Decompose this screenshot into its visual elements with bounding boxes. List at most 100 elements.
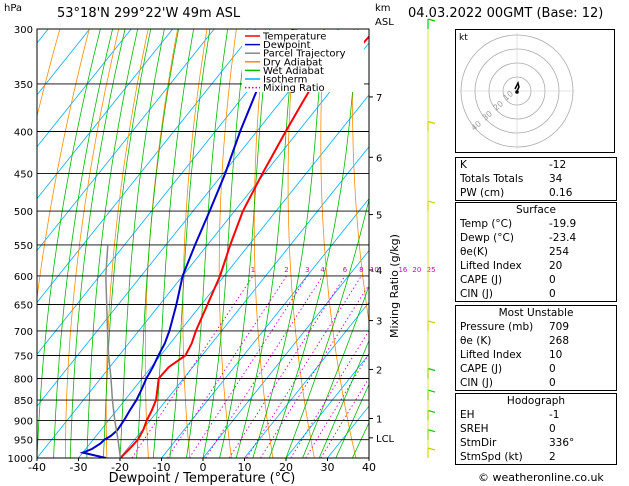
dry-adiabat-line: [320, 29, 357, 458]
pressure-tick-label: 650: [14, 301, 33, 312]
most-unstable-label: CIN (J): [460, 377, 493, 389]
surface-row: Dewp (°C) -23.4: [456, 231, 616, 245]
parcel-trajectory-line: [105, 244, 122, 458]
surface-value: 254: [549, 246, 570, 258]
temperature-tick-label: 30: [321, 461, 335, 474]
km-tick-label: LCL: [376, 434, 395, 445]
most-unstable-value: 709: [549, 321, 570, 333]
mixing-ratio-axis-title: Mixing Ratio (g/kg): [388, 234, 401, 338]
mixing-ratio-label: 16: [398, 266, 407, 274]
most-unstable-value: 10: [549, 349, 563, 361]
most-unstable-value: 0: [549, 377, 556, 389]
wind-barb-flag: [427, 389, 436, 393]
mixing-ratio-line: [260, 283, 369, 458]
wet-adiabat-line: [53, 29, 113, 458]
temperature-tick-label: 0: [200, 461, 207, 474]
mixing-ratio-label: 20: [412, 266, 421, 274]
surface-value: 20: [549, 260, 563, 272]
km-tick-label: 3: [376, 317, 382, 328]
pressure-tick-label: 900: [14, 416, 33, 427]
temperature-tick-label: 20: [279, 461, 293, 474]
isotherm-line: [37, 29, 215, 252]
hodograph-table-title: Hodograph: [506, 395, 566, 407]
hodograph-label: StmSpd (kt): [460, 451, 523, 463]
hodograph-value: 0: [549, 423, 556, 435]
most-unstable-label: CAPE (J): [460, 363, 503, 375]
wet-adiabat-line: [318, 339, 369, 458]
index-label: K: [460, 159, 467, 171]
index-value: 0.16: [549, 187, 573, 199]
surface-value: -19.9: [549, 218, 577, 230]
surface-label: Dewp (°C): [460, 232, 514, 244]
isotherm-line: [285, 353, 369, 458]
index-value: -12: [549, 159, 567, 171]
temperature-tick-label: -40: [28, 461, 46, 474]
surface-row: Temp (°C) -19.9: [456, 217, 616, 231]
surface-value: 0: [549, 274, 556, 286]
mixing-ratio-label: 8: [359, 266, 363, 274]
legend-label: Mixing Ratio: [263, 83, 325, 94]
index-label: PW (cm): [460, 187, 505, 199]
hodograph: kt 10 20 30 40: [455, 29, 615, 153]
pressure-tick-label: 300: [14, 25, 33, 36]
pressure-unit: hPa: [4, 3, 23, 14]
km-tick-label: 4: [376, 266, 382, 277]
legend-label: Parcel Trajectory: [263, 49, 346, 60]
pressure-tick-label: 750: [14, 351, 33, 362]
surface-label: Lifted Index: [460, 260, 522, 272]
wet-adiabat-line: [103, 29, 152, 458]
pressure-tick-label: 800: [14, 374, 33, 385]
wind-barb-flag: [427, 200, 436, 204]
index-row: PW (cm) 0.16: [456, 186, 616, 200]
dry-adiabat-line: [144, 29, 178, 458]
hodograph-row: StmDir 336°: [456, 436, 616, 450]
pressure-tick-label: 400: [14, 128, 33, 139]
index-label: Totals Totals: [460, 173, 524, 185]
wet-adiabat-line: [352, 421, 369, 458]
legend-label: Temperature: [262, 32, 326, 43]
km-tick-label: 6: [376, 153, 382, 164]
wind-barb-flag: [427, 409, 436, 414]
hodograph-label: StmDir: [460, 437, 497, 449]
km-tick-label: 1: [376, 414, 382, 425]
legend-box: [242, 30, 364, 92]
wind-barb-flag: [427, 447, 436, 451]
height-unit-asl: ASL: [375, 17, 394, 28]
temperature-tick-label: 40: [362, 461, 376, 474]
surface-panel: Surface Temp (°C) -19.9 Dewp (°C) -23.4 θe…: [455, 202, 617, 302]
dry-adiabat-line: [37, 29, 90, 302]
isotherm-line: [37, 29, 174, 200]
temperature-tick-label: -20: [111, 461, 129, 474]
mixing-ratio-label: 6: [343, 266, 348, 274]
mixing-ratio-label: 4: [320, 266, 325, 274]
km-tick-label: 2: [376, 365, 382, 376]
isotherm-line: [37, 29, 298, 355]
pressure-tick-label: 600: [14, 272, 33, 283]
hodograph-row: SREH 0: [456, 422, 616, 436]
surface-value: -23.4: [549, 232, 577, 244]
pressure-tick-label: 450: [14, 169, 33, 180]
temperature-line: [119, 35, 369, 458]
surface-title: Surface: [515, 204, 556, 216]
wet-adiabat-line: [152, 29, 195, 458]
hodograph-row: StmSpd (kt) 2: [456, 450, 616, 464]
x-axis-title: Dewpoint / Temperature (°C): [109, 471, 296, 486]
surface-value: 0: [549, 288, 556, 300]
most-unstable-label: θe (K): [460, 335, 492, 347]
most-unstable-value: 268: [549, 335, 570, 347]
most-unstable-row: Pressure (mb) 709: [456, 320, 616, 334]
mixing-ratio-label: 2: [284, 266, 288, 274]
hodograph-trace: [514, 80, 520, 92]
skewt-chart: 3003504004505005506006507007508008509009…: [8, 18, 436, 486]
isotherm-line: [78, 94, 369, 458]
surface-label: CAPE (J): [460, 274, 503, 286]
isotherm-line: [244, 301, 369, 458]
hodograph-row: EH -1: [456, 408, 616, 422]
mixing-ratio-line: [189, 275, 308, 458]
index-value: 34: [549, 173, 563, 185]
most-unstable-value: 0: [549, 363, 556, 375]
isotherm-line: [37, 29, 132, 148]
temperature-tick-label: 10: [238, 461, 252, 474]
pressure-tick-label: 700: [14, 327, 33, 338]
pressure-tick-label: 1000: [8, 454, 33, 465]
